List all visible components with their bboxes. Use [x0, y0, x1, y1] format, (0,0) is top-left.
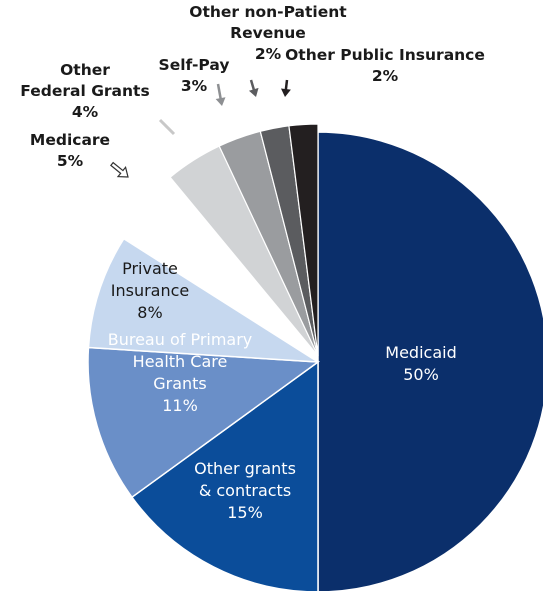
pointer-arrow-self-pay — [215, 83, 226, 106]
slice-label-bureau-of-primary-health-care-grants: Bureau of Primary Health Care Grants 11% — [108, 330, 253, 415]
slice-label-line: 4% — [72, 103, 99, 121]
pie-slice-bureau-of-primary-health-care-grants — [87, 346, 321, 499]
pointer-arrow-other-federal-grants — [158, 118, 176, 136]
slice-label-line: Medicaid — [385, 343, 456, 362]
pointer-arrow-other-public-insurance — [280, 79, 291, 97]
slice-label-line: Federal Grants — [20, 82, 149, 100]
pie-slice-private-insurance — [87, 237, 319, 363]
slice-label-line: 15% — [227, 503, 263, 522]
slice-label-line: Other grants — [194, 459, 296, 478]
slice-label-other-grants-contracts: Other grants & contracts 15% — [194, 459, 296, 522]
slice-label-line: 3% — [181, 77, 208, 95]
slice-label-line: Other non-Patient — [189, 3, 347, 21]
label-pointers — [110, 79, 291, 178]
slice-label-line: 2% — [372, 67, 399, 85]
slice-label-self-pay: Self-Pay 3% — [159, 56, 230, 95]
slice-label-line: Revenue — [230, 24, 306, 42]
slice-label-line: Other — [60, 61, 110, 79]
slice-label-line: Health Care — [133, 352, 228, 371]
slice-label-line: 8% — [137, 303, 162, 322]
pie-slices — [87, 123, 543, 591]
pie-slice-other-public-insurance — [288, 123, 319, 357]
slice-label-line: Grants — [153, 374, 207, 393]
slice-label-line: Medicare — [30, 131, 110, 149]
slice-label-other-public-insurance: Other Public Insurance 2% — [285, 46, 485, 85]
slice-label-line: Bureau of Primary — [108, 330, 253, 349]
slice-label-other-non-patient-revenue: Other non-Patient Revenue 2% — [189, 3, 347, 63]
pie-slice-medicaid — [317, 131, 543, 591]
pointer-arrow-other-non-patient-revenue — [248, 79, 259, 97]
slice-label-line: Other Public Insurance — [285, 46, 485, 64]
slice-label-private-insurance: Private Insurance 8% — [111, 259, 190, 322]
slice-label-line: Private — [122, 259, 178, 278]
pie-slice-other-grants-contracts — [130, 360, 319, 591]
slice-label-line: Self-Pay — [159, 56, 230, 74]
slice-label-line: 5% — [57, 152, 84, 170]
slice-label-line: Insurance — [111, 281, 190, 300]
slice-label-line: 2% — [255, 45, 282, 63]
slice-label-medicaid: Medicaid 50% — [385, 343, 456, 384]
slice-label-line: 50% — [403, 365, 439, 384]
slice-label-other-federal-grants: Other Federal Grants 4% — [20, 61, 149, 121]
slice-label-line: & contracts — [199, 481, 291, 500]
slice-label-line: 11% — [162, 396, 198, 415]
pointer-arrow-medicare — [110, 161, 129, 178]
slice-label-medicare: Medicare 5% — [30, 131, 110, 170]
pie-labels: Medicaid 50% Other grants & contracts 15% Bur… — [20, 3, 485, 522]
